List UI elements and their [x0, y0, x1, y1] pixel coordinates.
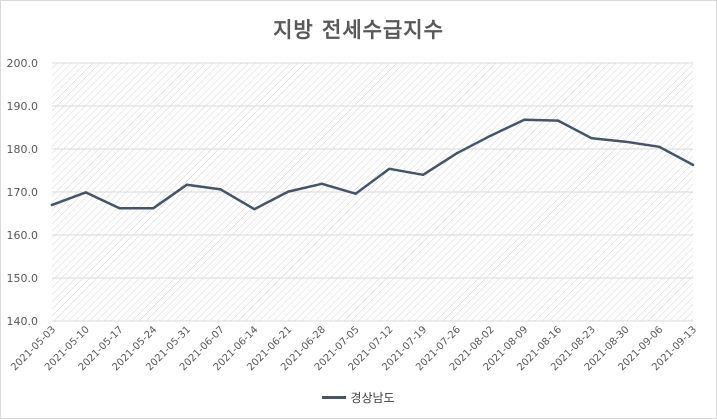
y-tick-label: 200.0: [7, 57, 39, 70]
data-point: [523, 118, 526, 121]
data-point: [455, 152, 459, 155]
legend-swatch: [322, 396, 347, 399]
data-point: [320, 182, 324, 186]
data-point: [556, 119, 560, 122]
data-point: [219, 188, 222, 191]
series-line: [50, 118, 695, 211]
data-point: [388, 167, 391, 170]
x-axis-tick-labels: 2021-05-032021-05-102021-05-172021-05-24…: [9, 324, 699, 373]
y-tick-label: 190.0: [7, 100, 39, 113]
data-point: [421, 173, 425, 176]
data-point: [185, 183, 189, 186]
data-point: [152, 207, 155, 210]
data-point: [658, 145, 661, 149]
y-tick-label: 180.0: [7, 143, 39, 156]
y-tick-label: 160.0: [7, 229, 39, 242]
data-point: [624, 140, 627, 143]
data-point: [286, 190, 290, 193]
data-point: [590, 137, 593, 140]
data-point: [691, 163, 695, 167]
data-point: [118, 207, 121, 210]
y-tick-label: 140.0: [7, 315, 39, 328]
y-tick-label: 150.0: [7, 272, 39, 285]
data-point: [253, 208, 256, 211]
legend: 경상남도: [0, 389, 717, 406]
data-point: [354, 192, 357, 195]
data-point: [84, 191, 87, 194]
gridlines: [52, 62, 693, 322]
y-axis-tick-labels: 140.0 150.0 160.0 170.0 180.0 190.0 200.0: [7, 57, 39, 328]
chart-title: 지방 전세수급지수: [273, 18, 444, 42]
y-tick-label: 170.0: [7, 186, 39, 199]
legend-label: 경상남도: [350, 391, 395, 405]
data-point: [50, 203, 54, 207]
data-point: [489, 134, 492, 137]
series-layer: [50, 118, 695, 211]
